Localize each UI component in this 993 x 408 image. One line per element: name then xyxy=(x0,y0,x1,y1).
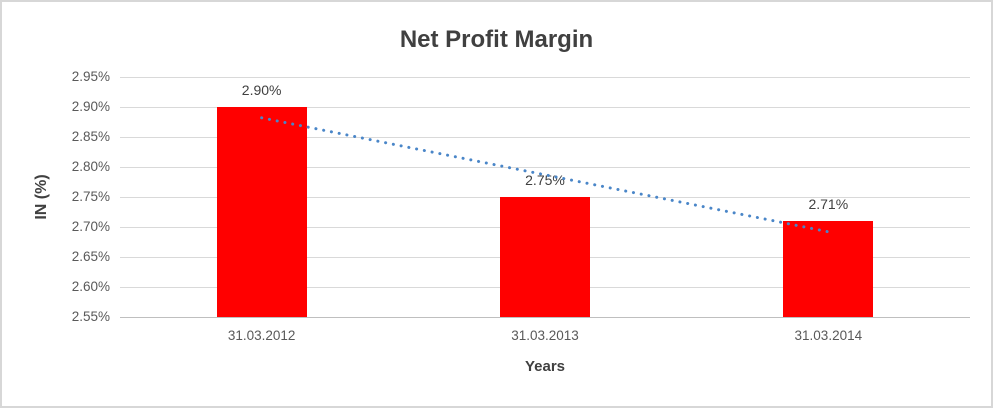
gridline xyxy=(120,167,970,168)
chart-title: Net Profit Margin xyxy=(399,26,594,53)
x-tick-label: 31.03.2013 xyxy=(511,328,579,343)
y-tick-label: 2.85% xyxy=(71,129,110,144)
bar xyxy=(783,221,874,317)
y-tick-label: 2.80% xyxy=(71,159,110,174)
plot-area: 2.90% 2.75% 2.71% xyxy=(120,77,970,318)
trendline xyxy=(260,116,830,234)
y-tick-label: 2.65% xyxy=(71,249,110,264)
bar xyxy=(216,107,307,317)
x-axis-line xyxy=(120,317,970,318)
gridline xyxy=(120,77,970,78)
x-tick-label: 31.03.2014 xyxy=(794,328,863,343)
y-tick-label: 2.90% xyxy=(71,99,110,114)
x-tick-label: 31.03.2012 xyxy=(227,328,296,343)
y-tick-label: 2.55% xyxy=(71,309,110,324)
value-label: 2.90% xyxy=(241,82,282,98)
value-label: 2.71% xyxy=(808,196,849,212)
bar xyxy=(500,197,590,317)
y-tick-label: 2.95% xyxy=(71,69,110,84)
x-axis-title: Years xyxy=(524,358,566,375)
y-tick-label: 2.75% xyxy=(71,189,110,204)
gridline xyxy=(120,137,970,138)
gridline xyxy=(120,107,970,108)
y-tick-label: 2.60% xyxy=(71,279,110,294)
y-tick-label: 2.70% xyxy=(71,219,110,234)
